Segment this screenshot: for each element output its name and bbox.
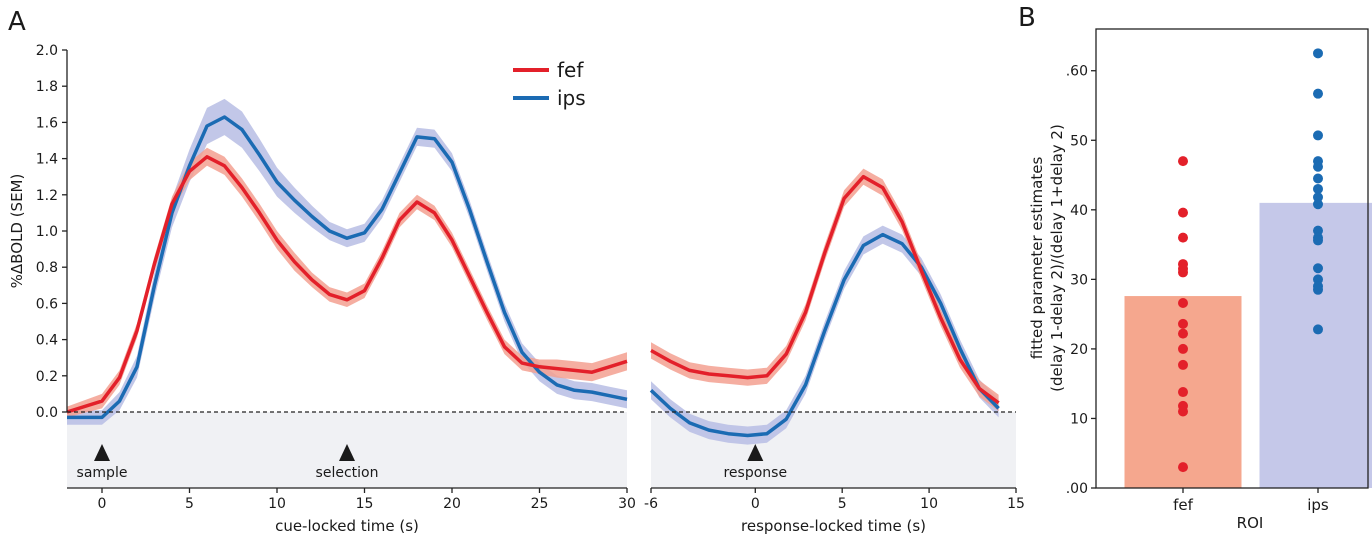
ips-point <box>1313 183 1323 194</box>
cue-x-axis-title: cue-locked time (s) <box>275 517 419 535</box>
ips-point <box>1313 225 1323 236</box>
response-x-tick-label: 15 <box>1007 496 1025 512</box>
cue-x-tick-label: 0 <box>98 496 107 512</box>
sample-event-label: sample <box>77 465 128 481</box>
fef-point <box>1178 328 1188 339</box>
fef-cue-line <box>66 155 628 414</box>
legend-ips-label: ips <box>557 86 586 110</box>
ips-point <box>1313 161 1323 172</box>
ips-point <box>1313 235 1323 246</box>
b-y-axis-title: fitted parameter estimates <box>1028 157 1046 360</box>
panel-b-bars <box>1124 202 1372 488</box>
ips-point <box>1313 173 1323 184</box>
legend-fef-label: fef <box>557 58 584 82</box>
response-marker-icon <box>747 444 764 461</box>
panel-a-shading <box>67 412 1016 488</box>
sample-marker-icon <box>94 444 110 461</box>
ips-response-line <box>649 232 1000 438</box>
response-x-tick-label: 10 <box>920 496 938 512</box>
b-y-tick-label: .00 <box>1066 481 1088 497</box>
y-tick-label: 0.4 <box>36 333 58 349</box>
panel-a-lines <box>66 115 1000 438</box>
ips-cue-line <box>67 115 628 420</box>
b-y-tick-label: 40 <box>1070 203 1088 219</box>
ips-point <box>1313 284 1323 295</box>
ips-point <box>1313 192 1323 203</box>
panel-a-label: A <box>8 7 26 37</box>
fef-point <box>1178 298 1188 309</box>
ips-bar <box>1259 202 1372 488</box>
cue-x-tick-label: 15 <box>356 496 374 512</box>
ips-point <box>1313 274 1323 285</box>
response-x-tick-label: 5 <box>838 496 847 512</box>
cue-x-tick-label: 20 <box>443 496 461 512</box>
ips-point <box>1313 130 1323 141</box>
response-x-tick-label: 0 <box>751 496 760 512</box>
fef-point <box>1178 406 1188 417</box>
ips-point <box>1313 199 1323 210</box>
fef-response-sem-band <box>651 168 999 412</box>
b-x-axis-title: ROI <box>1237 514 1264 532</box>
y-tick-label: 1.8 <box>36 79 58 95</box>
panel-b-label: B <box>1018 3 1036 33</box>
panel-a-axes: 2.0 1.8 1.6 1.4 1.2 1.0 0.8 0.6 0.4 0.2 0.0 %ΔBOLD … <box>8 43 1025 535</box>
panel-a-events: sample selection response <box>77 444 787 481</box>
b-y-tick-label: 20 <box>1070 342 1088 358</box>
b-y-tick-label: .60 <box>1066 64 1088 80</box>
b-y-tick-label: 10 <box>1070 411 1088 427</box>
ips-point <box>1313 48 1323 59</box>
selection-event-label: selection <box>316 465 379 481</box>
y-tick-label: 1.6 <box>36 115 58 131</box>
fef-point <box>1178 359 1188 370</box>
panel-a: 2.0 1.8 1.6 1.4 1.2 1.0 0.8 0.6 0.4 0.2 0.0 %ΔBOLD … <box>8 43 1025 535</box>
panel-b-frame <box>1095 28 1369 489</box>
panel-b-points <box>1178 48 1323 473</box>
response-x-axis-title: response-locked time (s) <box>741 517 926 535</box>
ips-point <box>1313 263 1323 274</box>
fef-point <box>1178 318 1188 329</box>
y-tick-label: 1.0 <box>36 224 58 240</box>
fef-point <box>1178 207 1188 218</box>
y-tick-label: 0.6 <box>36 296 58 312</box>
fef-point <box>1178 387 1188 398</box>
y-tick-label: 1.2 <box>36 188 58 204</box>
response-x-tick-label: -6 <box>644 496 658 512</box>
y-tick-label: 0.2 <box>36 369 58 385</box>
y-axis-title: %ΔBOLD (SEM) <box>8 174 26 289</box>
b-y-tick-label: 50 <box>1070 133 1088 149</box>
y-tick-label: 0.0 <box>36 405 58 421</box>
fef-point <box>1178 232 1188 243</box>
fef-point <box>1178 462 1188 473</box>
panel-b: fef ips .00 10 20 30 40 50 .60 ROI fitted paramete… <box>1028 28 1372 532</box>
fef-x-tick-label: fef <box>1173 496 1194 514</box>
ips-point <box>1313 88 1323 99</box>
fef-response-line <box>650 174 1000 405</box>
fef-point <box>1178 343 1188 354</box>
ips-x-tick-label: ips <box>1307 496 1329 514</box>
ips-point <box>1313 324 1323 335</box>
y-tick-label: 2.0 <box>36 43 58 59</box>
b-y-tick-label: 30 <box>1070 272 1088 288</box>
b-y-axis-title-2: (delay 1-delay 2)/(delay 1+delay 2) <box>1048 124 1066 392</box>
y-tick-label: 1.4 <box>36 152 58 168</box>
cue-x-tick-label: 10 <box>268 496 286 512</box>
fef-point <box>1178 267 1188 278</box>
panel-a-bands <box>67 98 999 445</box>
panel-b-axes: fef ips .00 10 20 30 40 50 .60 ROI fitted paramete… <box>1028 28 1369 532</box>
y-tick-label: 0.8 <box>36 260 58 276</box>
cue-x-tick-label: 30 <box>618 496 636 512</box>
legend: fef ips <box>513 58 586 110</box>
response-event-label: response <box>723 465 787 481</box>
cue-x-tick-label: 5 <box>185 496 194 512</box>
fef-point <box>1178 156 1188 167</box>
selection-marker-icon <box>339 444 355 461</box>
cue-x-tick-label: 25 <box>531 496 549 512</box>
